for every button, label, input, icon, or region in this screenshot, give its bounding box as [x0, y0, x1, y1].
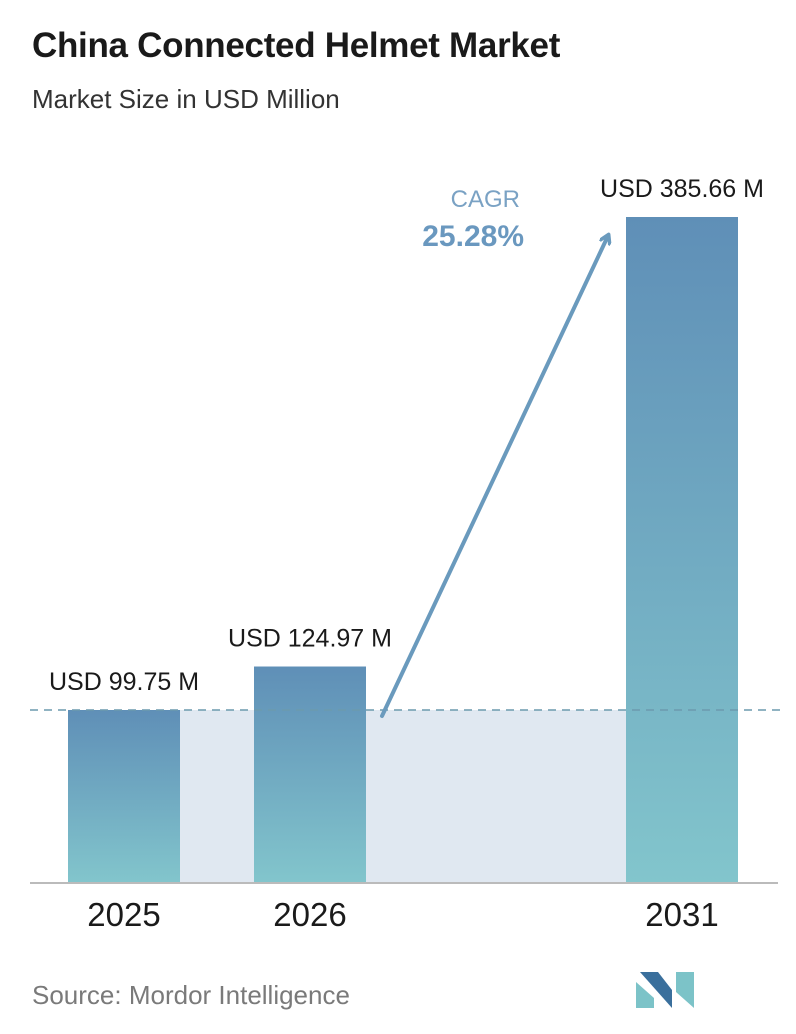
value-label-2031: USD 385.66 M	[600, 175, 764, 203]
bar-2026	[254, 666, 366, 882]
bar-2031	[626, 217, 738, 882]
tick-label-2026: 2026	[273, 896, 346, 933]
chart-title: China Connected Helmet Market	[32, 26, 561, 65]
bar-2025	[68, 709, 180, 882]
chart-subtitle: Market Size in USD Million	[32, 84, 340, 114]
mordor-intelligence-logo-icon	[636, 972, 694, 1008]
cagr-label: CAGR	[451, 186, 520, 213]
bar-chart: USD 99.75 M USD 124.97 M USD 385.66 M 2025…	[30, 175, 782, 933]
cagr-value: 25.28%	[422, 220, 524, 253]
cagr-arrow	[380, 238, 607, 718]
tick-label-2025: 2025	[87, 896, 160, 933]
value-label-2026: USD 124.97 M	[228, 625, 392, 653]
tick-label-2031: 2031	[645, 896, 718, 933]
source-note: Source: Mordor Intelligence	[32, 980, 350, 1010]
value-label-2025: USD 99.75 M	[49, 668, 199, 696]
